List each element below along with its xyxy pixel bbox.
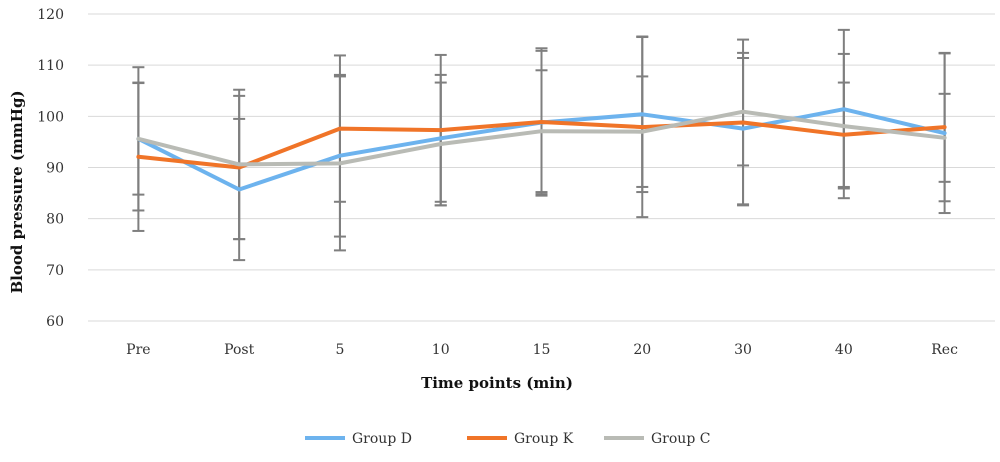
y-tick-label: 120 [37, 7, 64, 23]
x-tick-label: Rec [931, 342, 958, 358]
y-tick-label: 70 [46, 263, 64, 279]
y-tick-label: 90 [46, 161, 64, 177]
x-tick-label: 15 [533, 342, 551, 358]
legend-item: Group C [604, 431, 710, 447]
y-tick-labels: 60 70 80 90 100 110 120 [37, 7, 64, 330]
x-tick-label: Post [224, 342, 254, 358]
x-tick-labels: Pre Post 5 10 15 20 30 40 Rec [126, 342, 958, 358]
y-tick-label: 60 [46, 314, 64, 330]
x-axis-title: Time points (min) [421, 374, 573, 392]
x-tick-label: 5 [335, 342, 344, 358]
x-tick-label: 30 [734, 342, 752, 358]
legend-item: Group D [305, 431, 412, 447]
y-tick-label: 80 [46, 212, 64, 228]
legend-label: Group C [651, 431, 710, 447]
legend-label: Group D [352, 431, 412, 447]
x-tick-label: 10 [432, 342, 450, 358]
series-line [136, 120, 947, 170]
y-tick-label: 100 [37, 109, 64, 125]
series-line [136, 109, 947, 167]
legend: Group D Group K Group C [305, 431, 710, 447]
legend-item: Group K [467, 431, 574, 447]
x-tick-label: Pre [126, 342, 150, 358]
series-lines [136, 107, 947, 192]
y-tick-label: 110 [37, 58, 64, 74]
y-axis-title: Blood pressure (mmHg) [8, 90, 26, 293]
error-bars [132, 28, 951, 262]
x-tick-label: 40 [835, 342, 853, 358]
legend-label: Group K [514, 431, 574, 447]
x-tick-label: 20 [633, 342, 651, 358]
